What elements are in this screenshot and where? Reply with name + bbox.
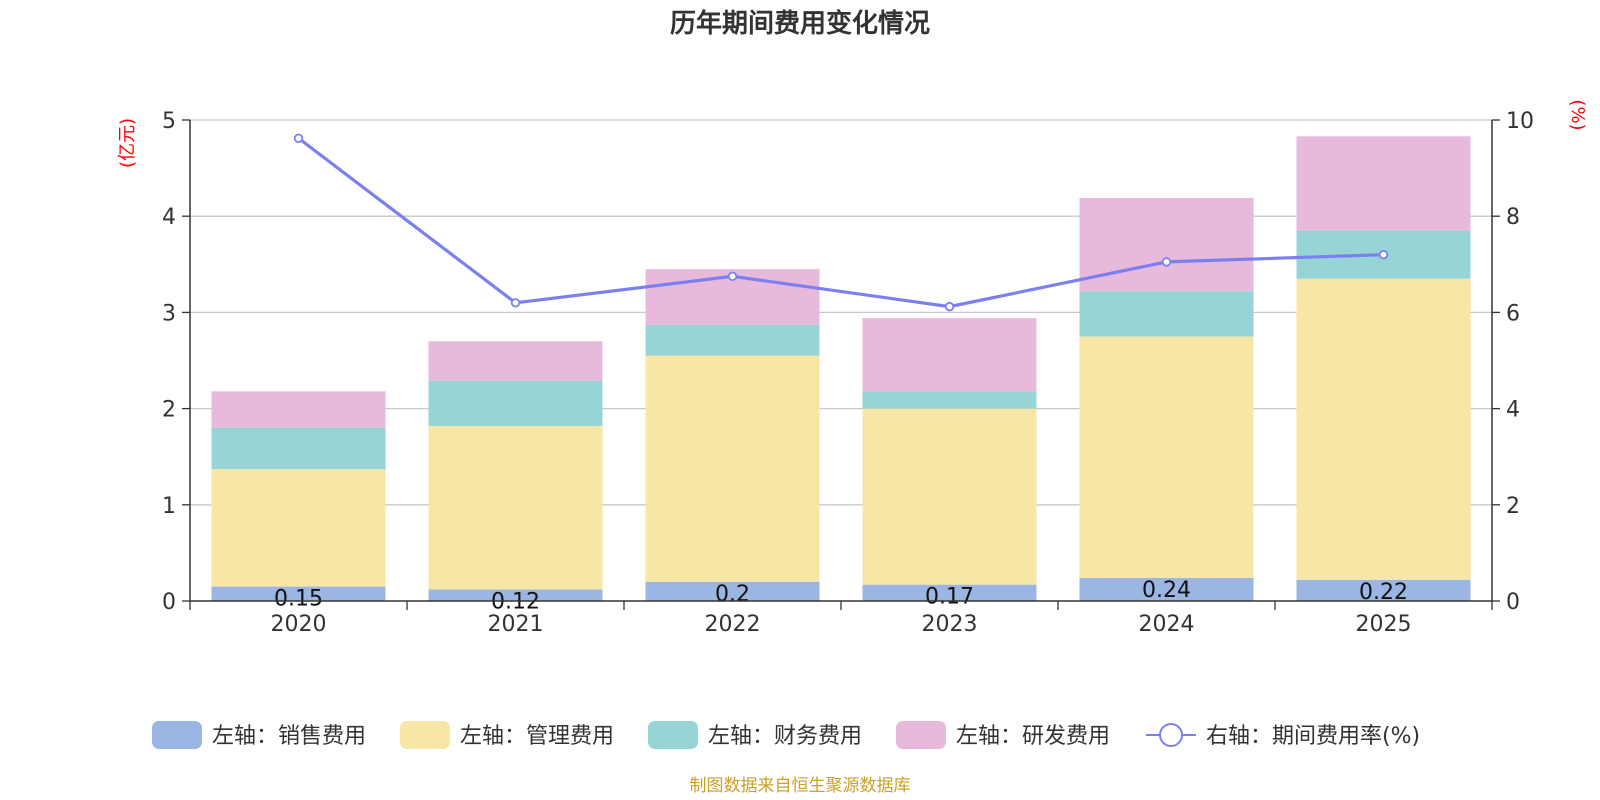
x-axis-tick-label: 2022 <box>705 612 761 637</box>
bar-segment <box>1079 577 1254 601</box>
bar-segment <box>211 586 386 601</box>
legend-swatch <box>896 721 946 749</box>
bar-segment <box>428 380 603 426</box>
bar-segment <box>1296 136 1471 231</box>
bar-label-group: 0.15 0.12 0.2 0.17 0.24 0.22 <box>274 578 1408 615</box>
legend-item[interactable]: 左轴：管理费用 <box>400 721 614 749</box>
left-axis-tick-label: 1 <box>162 494 176 519</box>
x-axis-tick-label: 2025 <box>1356 612 1412 637</box>
bar-segment <box>211 427 386 470</box>
bar-segment <box>862 408 1037 585</box>
right-axis-tick-label: 6 <box>1506 301 1520 326</box>
bar-segment <box>428 589 603 601</box>
legend-item[interactable]: 右轴：期间费用率(%) <box>1146 723 1420 749</box>
bar-segment <box>1079 197 1254 292</box>
legend-label: 左轴：销售费用 <box>212 724 366 749</box>
legend-label: 左轴：管理费用 <box>460 724 614 749</box>
bar-segment <box>862 391 1037 409</box>
right-axis-unit: (%) <box>1567 99 1588 130</box>
legend-item[interactable]: 左轴：研发费用 <box>896 721 1110 749</box>
bar-segment <box>645 355 820 582</box>
bar-segment <box>862 318 1037 392</box>
legend-swatch <box>648 721 698 749</box>
rate-line <box>297 137 1384 309</box>
bar-segment <box>1079 336 1254 578</box>
bar-data-label: 0.17 <box>925 585 974 610</box>
x-axis-tick-label: 2020 <box>271 612 327 637</box>
bar-segment <box>1296 278 1471 580</box>
gridlines <box>190 119 1492 506</box>
rate-point <box>1378 249 1389 260</box>
bar-segment <box>862 584 1037 601</box>
bar-segment <box>1079 291 1254 337</box>
left-axis-tick-label: 5 <box>162 109 176 134</box>
legend-item[interactable]: 左轴：财务费用 <box>648 721 862 749</box>
bar-data-label: 0.15 <box>274 587 323 612</box>
bar-data-label: 0.12 <box>491 589 540 614</box>
left-axis-tick-label: 2 <box>162 398 176 423</box>
chart-title: 历年期间费用变化情况 <box>670 8 930 39</box>
rate-point <box>510 298 521 308</box>
bar-segment <box>645 324 820 356</box>
bar-group <box>211 136 1471 601</box>
left-axis-tick-label: 3 <box>162 301 176 326</box>
bar-segment <box>428 425 603 590</box>
legend-label: 左轴：财务费用 <box>708 724 862 749</box>
right-axis-tick-label: 2 <box>1506 494 1520 519</box>
bar-data-label: 0.2 <box>715 582 750 607</box>
x-axis-tick-label: 2024 <box>1139 612 1195 637</box>
bar-segment <box>211 391 386 428</box>
source-note: 制图数据来自恒生聚源数据库 <box>690 776 911 796</box>
rate-point <box>1161 257 1172 267</box>
right-axis-tick-label: 8 <box>1506 205 1520 230</box>
rate-point <box>944 301 955 312</box>
bar-segment <box>1296 579 1471 601</box>
axes: 0 1 2 3 4 5 0 2 4 6 8 10 2020 2021 2022 2023 2024 2025 <box>162 109 1534 637</box>
bar-segment <box>645 581 820 601</box>
left-axis-tick-label: 0 <box>162 590 176 615</box>
left-axis-unit: (亿元) <box>117 118 138 168</box>
legend-marker-icon <box>1159 723 1183 747</box>
legend-swatch <box>152 721 202 749</box>
bar-segment <box>428 341 603 381</box>
rate-line-group <box>293 133 1389 312</box>
x-axis-tick-label: 2023 <box>922 612 978 637</box>
left-axis-tick-label: 4 <box>162 205 176 230</box>
rate-point <box>293 133 304 143</box>
right-axis-tick-label: 0 <box>1506 590 1520 615</box>
rate-point <box>727 271 738 282</box>
x-axis-tick-label: 2021 <box>488 612 544 637</box>
legend-label: 左轴：研发费用 <box>956 724 1110 749</box>
right-axis-tick-label: 4 <box>1506 398 1520 423</box>
legend-label: 右轴：期间费用率(%) <box>1206 724 1420 749</box>
legend[interactable]: 左轴：销售费用 左轴：管理费用 左轴：财务费用 左轴：研发费用 右轴：期间费用率(%) <box>152 721 1420 749</box>
bar-data-label: 0.24 <box>1142 578 1191 603</box>
right-axis-tick-label: 10 <box>1506 109 1534 134</box>
bar-segment <box>211 469 386 587</box>
legend-item[interactable]: 左轴：销售费用 <box>152 721 366 749</box>
legend-swatch <box>400 721 450 749</box>
